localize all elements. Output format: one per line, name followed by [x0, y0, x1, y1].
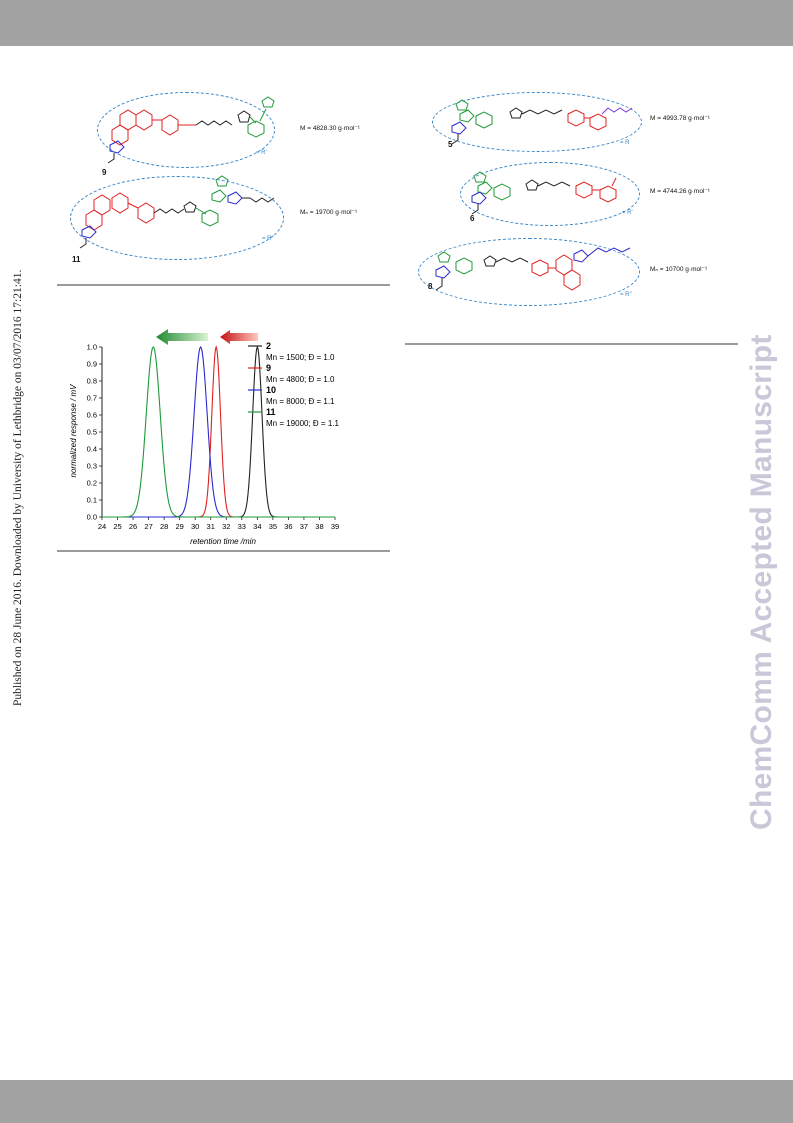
y-tick-label: 0.0	[87, 513, 97, 522]
chart-curves	[102, 345, 335, 518]
x-tick-label: 35	[269, 522, 277, 531]
legend-series-11: 11	[266, 407, 276, 417]
publication-note: Published on 28 June 2016. Downloaded by…	[12, 269, 24, 706]
x-tick-label: 24	[98, 522, 106, 531]
structure-ellipse-11	[70, 176, 284, 260]
legend-series-10: 10	[266, 385, 276, 395]
legend-series-9: 9	[266, 363, 271, 373]
structure-mass-9: M = 4828.30 g·mol⁻¹	[300, 125, 360, 132]
legend-info-11: Mn = 19000; Đ = 1.1	[266, 419, 339, 428]
y-tick-label: 0.5	[87, 428, 97, 437]
y-tick-label: 0.6	[87, 411, 97, 420]
legend-series-2: 2	[266, 341, 271, 351]
structure-label-9: 9	[102, 168, 107, 177]
structure-label-11: 11	[72, 255, 81, 264]
chart-legend: 2 Mn = 1500; Đ = 1.09 Mn = 4800; Đ = 1.010…	[248, 341, 339, 428]
structure-9-drawing	[107, 96, 275, 164]
structure-mass-6: M = 4744.26 g·mol⁻¹	[650, 188, 710, 195]
shift-arrow-green	[156, 329, 208, 345]
divider-left-bottom	[57, 550, 390, 552]
y-tick-label: 0.1	[87, 496, 97, 505]
structure-8-drawing	[435, 247, 631, 291]
structure-6-drawing	[471, 171, 617, 215]
x-tick-label: 38	[315, 522, 323, 531]
structure-label-5: 5	[448, 140, 453, 149]
y-tick-label: 0.2	[87, 479, 97, 488]
x-tick-label: 36	[284, 522, 292, 531]
x-tick-label: 31	[207, 522, 215, 531]
shift-arrow-red	[220, 330, 258, 344]
structure-tag-9: = R'	[256, 150, 267, 156]
legend-info-10: Mn = 8000; Đ = 1.1	[266, 397, 335, 406]
y-tick-label: 0.4	[87, 445, 97, 454]
structure-ellipse-5	[432, 92, 642, 152]
structure-ellipse-9	[97, 92, 275, 168]
structure-label-8: 8	[428, 282, 433, 291]
x-axis-label: retention time /min	[190, 537, 256, 546]
x-tick-label: 25	[113, 522, 121, 531]
structure-ellipse-8	[418, 238, 640, 306]
x-tick-label: 32	[222, 522, 230, 531]
structure-label-6: 6	[470, 214, 475, 223]
structure-mass-8: Mₙ = 10700 g·mol⁻¹	[650, 266, 708, 273]
divider-left-top	[57, 284, 390, 286]
structure-tag-11: = R''	[262, 236, 274, 242]
y-tick-label: 0.7	[87, 394, 97, 403]
x-tick-label: 26	[129, 522, 137, 531]
y-tick-label: 0.9	[87, 360, 97, 369]
structure-5-drawing	[451, 99, 633, 145]
y-axis-label: normalized response / mV	[69, 384, 78, 478]
gpc-chart: 24 25 26 27 28 29 30 31 32 33 34 35 36 37 38 390.00.10.…	[69, 329, 340, 546]
chart-axes: 24 25 26 27 28 29 30 31 32 33 34 35 36 37 38 390.00.10.…	[87, 343, 340, 532]
series-line-9	[102, 345, 335, 518]
structure-mass-11: Mₙ = 19700 g·mol⁻¹	[300, 209, 358, 216]
x-tick-label: 27	[144, 522, 152, 531]
watermark: ChemComm Accepted Manuscript	[745, 334, 778, 830]
x-tick-label: 34	[253, 522, 261, 531]
structure-tag-8: = R''	[620, 292, 632, 298]
legend-info-9: Mn = 4800; Đ = 1.0	[266, 375, 335, 384]
y-tick-label: 0.3	[87, 462, 97, 471]
x-tick-label: 33	[238, 522, 246, 531]
series-line-11	[102, 346, 335, 518]
y-tick-label: 0.8	[87, 377, 97, 386]
footer-band	[0, 1080, 793, 1123]
structure-mass-5: M = 4993.78 g·mol⁻¹	[650, 115, 710, 122]
x-tick-label: 29	[175, 522, 183, 531]
y-tick-label: 1.0	[87, 343, 97, 352]
divider-right	[405, 343, 738, 345]
x-tick-label: 28	[160, 522, 168, 531]
structure-11-drawing	[79, 175, 275, 249]
legend-info-2: Mn = 1500; Đ = 1.0	[266, 353, 335, 362]
x-tick-label: 37	[300, 522, 308, 531]
structure-tag-6: = R'	[622, 210, 633, 216]
structure-ellipse-6	[460, 162, 640, 226]
structure-tag-5: = R	[620, 140, 630, 146]
x-tick-label: 30	[191, 522, 199, 531]
header-band	[0, 0, 793, 46]
x-tick-label: 39	[331, 522, 339, 531]
